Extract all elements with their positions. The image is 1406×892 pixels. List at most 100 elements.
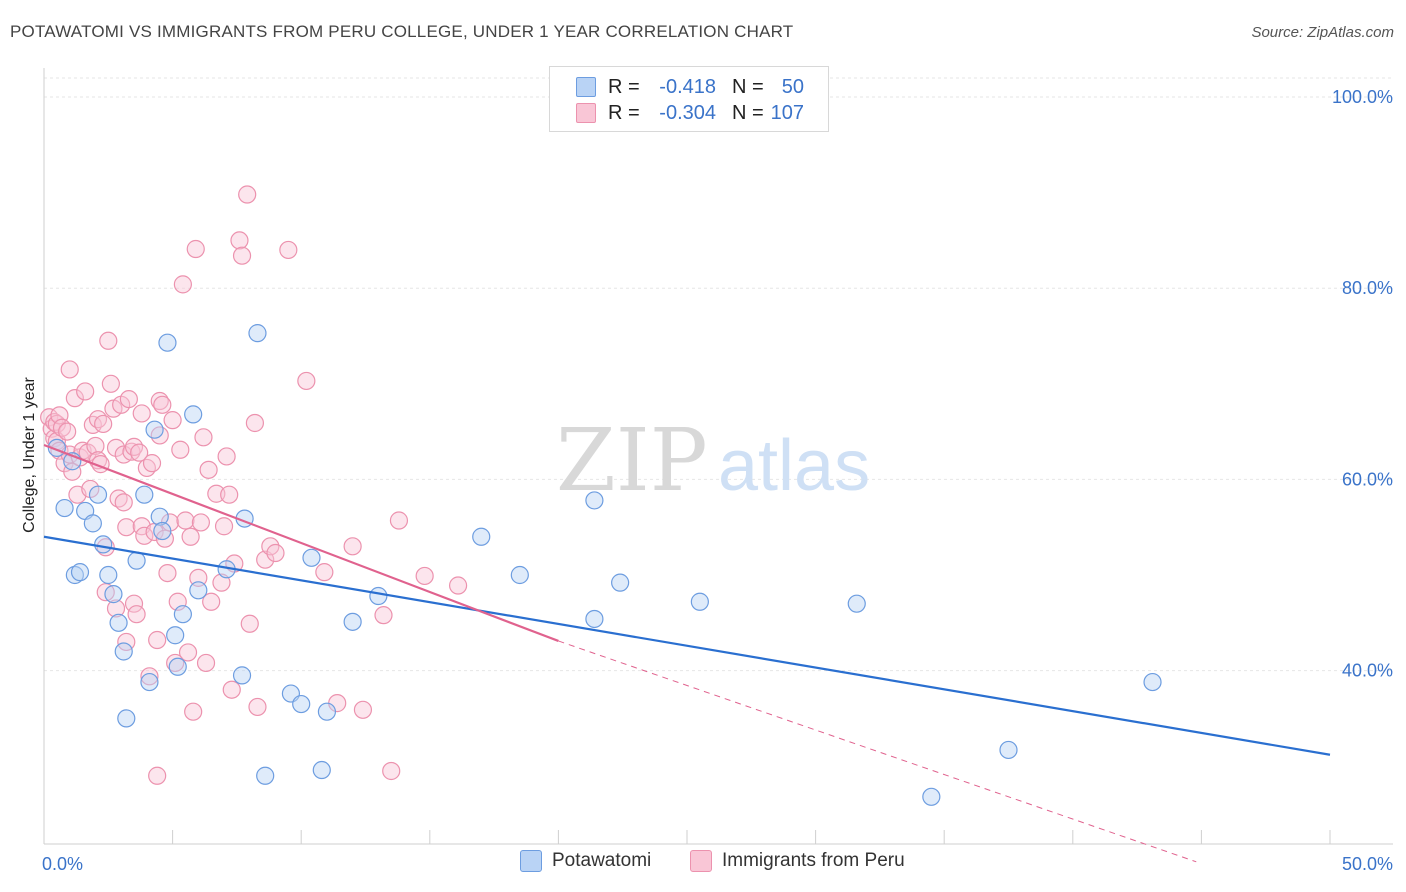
data-point [1143,672,1162,692]
data-point [101,374,120,393]
data-point [256,550,275,569]
data-point [148,766,167,785]
data-point [163,411,182,430]
data-point [168,657,187,676]
stats-legend: R = -0.418 N = 50 R = -0.304 N = 107 [549,66,829,132]
data-point [65,389,84,408]
trend-line-immigrants-from-peru [43,443,559,642]
data-point [248,324,267,343]
data-point [312,760,331,780]
legend-label: Immigrants from Peru [722,850,905,871]
data-point [343,537,362,556]
legend-item-potawatomi[interactable]: Potawatomi [520,850,651,872]
r-label: R = [608,101,640,124]
data-point [238,185,257,204]
data-point [55,498,74,518]
trend-line-immigrants-from-peru-extrapolated [558,640,1197,863]
data-point [124,594,144,613]
data-point [142,454,162,473]
data-point [99,565,118,585]
data-point [256,766,275,785]
data-point [119,389,138,409]
data-point [106,599,126,618]
data-point [117,518,136,537]
watermark-atlas: atlas [718,426,870,506]
data-point [76,382,95,401]
data-point [199,460,218,479]
r-value: -0.418 [659,75,716,98]
data-point [181,527,200,546]
data-point [122,442,141,461]
data-point [132,404,151,423]
data-point [317,702,337,721]
data-point [230,231,249,250]
data-point [585,609,604,629]
data-point [202,592,221,611]
data-point [114,642,133,661]
data-point [173,275,192,294]
pink-swatch-icon [576,103,596,123]
r-label: R = [608,75,640,98]
x-axis-ticks [43,830,1331,844]
data-point [217,447,236,466]
data-point [99,331,118,350]
data-point [248,697,267,717]
data-point [94,414,113,434]
data-point [214,517,234,536]
data-point [472,527,491,546]
data-point [65,565,84,585]
data-point [315,563,334,582]
data-point [220,485,239,504]
data-point [153,395,172,414]
data-point [130,443,149,462]
y-tick-labels: 40.0% 60.0% 80.0% 100.0% [1332,87,1393,681]
data-point [171,440,190,459]
data-point [158,333,177,352]
y-axis-label: College, Under 1 year [21,377,38,533]
data-point [135,485,154,504]
data-point [70,563,90,582]
data-point [382,761,401,781]
data-point [297,371,316,391]
data-point [83,514,102,533]
data-point [148,630,167,650]
x-tick-label-min: 0.0% [42,854,83,874]
data-point [585,491,604,510]
data-point [117,709,136,728]
data-point [189,568,208,587]
data-point [176,511,195,530]
data-point [88,485,108,504]
data-point [124,437,144,456]
data-point [922,787,941,806]
data-point [847,594,866,613]
trend-line-potawatomi [43,535,1331,756]
data-point [611,573,630,592]
data-point [196,653,216,673]
data-point [135,526,154,545]
data-point [212,573,231,592]
data-point [184,405,203,424]
data-point [186,239,205,259]
data-point [353,700,373,719]
data-point [232,246,252,265]
legend-label: Potawatomi [552,850,652,871]
blue-swatch-icon [576,77,596,97]
data-point [266,543,285,563]
data-point [166,626,185,645]
data-point [245,413,265,433]
source-credit: Source: ZipAtlas.com [1251,24,1394,41]
n-label: N = [732,101,764,124]
legend-item-immigrants-from-peru[interactable]: Immigrants from Peru [690,850,905,872]
data-point [153,521,172,541]
gridlines [44,77,1393,672]
chart-title: POTAWATOMI VS IMMIGRANTS FROM PERU COLLE… [10,22,794,41]
data-point [222,680,241,699]
data-point [63,462,82,481]
data-point [127,605,146,624]
y-tick-label: 40.0% [1342,661,1393,681]
n-value: 107 [770,101,804,124]
stats-legend-row-potawatomi: R = -0.418 N = 50 [550,74,828,100]
pink-swatch-icon [690,850,712,872]
trend-lines [43,443,1331,863]
